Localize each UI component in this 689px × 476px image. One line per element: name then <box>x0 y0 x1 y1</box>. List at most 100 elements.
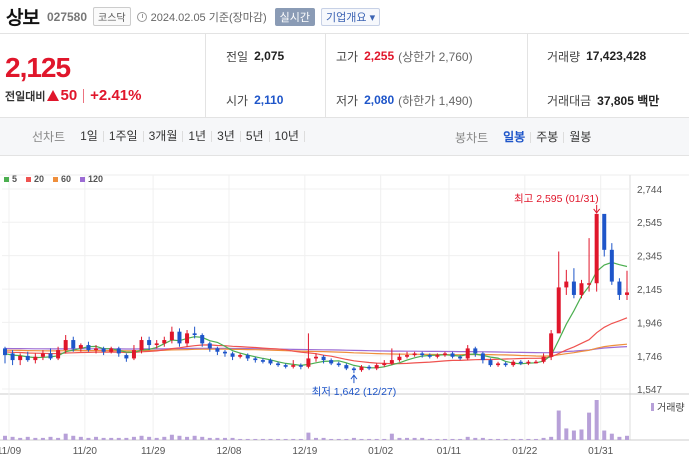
period-1w[interactable]: 1주일 <box>104 130 144 142</box>
volume-bar <box>185 436 190 440</box>
candle-body <box>511 361 516 366</box>
volume-bar <box>177 435 182 440</box>
candle-body <box>435 355 440 357</box>
current-price: 2,125 <box>5 52 71 83</box>
volume-bar <box>549 436 554 440</box>
volume-bar <box>602 430 607 440</box>
x-tick-label: 01/31 <box>588 446 613 457</box>
candle-body <box>427 355 432 357</box>
x-tick-label: 11/29 <box>141 446 166 457</box>
volume-bar <box>33 437 38 440</box>
volume-bar <box>571 430 576 440</box>
y-tick-label: 1,547 <box>637 385 662 396</box>
candle-body <box>412 353 417 356</box>
candle-monthly[interactable]: 월봉 <box>569 129 592 144</box>
volume-bar <box>207 437 212 440</box>
candle-weekly[interactable]: 주봉 <box>531 131 565 143</box>
volume-bar <box>329 438 334 440</box>
candle-body <box>480 353 485 361</box>
realtime-button[interactable]: 실시간 <box>274 7 316 26</box>
volume-bar <box>579 429 584 440</box>
candle-body <box>101 348 106 352</box>
company-overview-dropdown[interactable]: 기업개요 ▾ <box>321 7 381 26</box>
open-label: 시가 <box>226 93 249 108</box>
asof-date: 2024.02.05 기준(장마감) <box>150 11 267 24</box>
low-value: 2,080 <box>364 93 395 107</box>
candle-body <box>587 283 592 285</box>
volume-bar <box>465 436 470 440</box>
candle-body <box>458 356 463 359</box>
volume-value: 17,423,428 <box>586 49 647 63</box>
low-arrow-head <box>350 374 358 380</box>
candle-body <box>25 355 30 361</box>
candle-body <box>147 340 152 346</box>
candle-body <box>556 287 561 334</box>
high-cell: 고가 2,255 (상한가 2,760) <box>336 46 473 66</box>
period-10y[interactable]: 10년 <box>270 130 305 142</box>
price-summary: 2,125 전일대비 50 +2.41% 전일 2,075 고가 2,255 (… <box>0 34 689 118</box>
candle-body <box>367 366 372 369</box>
candle-body <box>374 365 379 369</box>
candle-body <box>336 363 341 366</box>
volume-bar <box>473 437 478 440</box>
volume-bar <box>526 438 531 440</box>
candle-body <box>389 360 394 364</box>
volume-bar <box>63 433 68 440</box>
volume-bar <box>291 438 296 440</box>
candle-body <box>192 333 197 336</box>
high-value: 2,255 <box>364 49 395 63</box>
volume-bar <box>314 437 318 440</box>
change-divider <box>83 88 85 103</box>
candle-body <box>329 360 334 364</box>
candle-body <box>602 213 607 250</box>
candle-body <box>450 353 455 357</box>
volume-legend-swatch <box>651 403 654 411</box>
high-arrow-head <box>593 208 601 214</box>
volume-bar <box>336 438 341 440</box>
volume-bar <box>389 433 394 440</box>
volume-bar <box>245 438 250 440</box>
volume-bar <box>625 435 629 440</box>
candle-body <box>594 213 599 284</box>
candle-body <box>169 331 174 341</box>
line-chart-label: 선차트 <box>32 130 66 144</box>
candle-body <box>283 365 288 367</box>
legend-ma20: 20 <box>26 174 44 184</box>
candle-body <box>625 292 629 295</box>
candle-daily[interactable]: 일봉 <box>498 131 532 143</box>
volume-bar <box>587 412 592 440</box>
volume-bar <box>594 400 599 440</box>
period-5y[interactable]: 5년 <box>241 130 270 142</box>
candle-body <box>549 333 554 357</box>
y-tick-label: 2,744 <box>637 185 662 196</box>
candle-body <box>78 345 83 349</box>
candle-body <box>40 353 45 357</box>
candle-body <box>314 356 318 359</box>
volume-bar <box>139 435 144 440</box>
volume-bar <box>458 438 463 440</box>
candle-body <box>496 363 501 366</box>
period-3m[interactable]: 3개월 <box>144 130 184 142</box>
period-1y[interactable]: 1년 <box>183 130 213 142</box>
candle-body <box>238 355 243 357</box>
volume-bar <box>238 438 243 440</box>
period-1d[interactable]: 1일 <box>75 130 104 142</box>
volume-bar <box>260 438 265 440</box>
lower-limit: (하한가 1,490) <box>398 93 473 108</box>
volume-bar <box>541 437 546 440</box>
candle-body <box>253 358 258 361</box>
period-3y[interactable]: 3년 <box>212 130 241 142</box>
candle-body <box>420 353 425 356</box>
volume-bar <box>503 438 508 440</box>
volume-bar <box>450 438 455 440</box>
volume-bar <box>511 438 516 440</box>
stock-chart[interactable]: 5 20 60 120 2,744 2,545 2,345 2,145 1,946 1,7… <box>0 156 689 476</box>
volume-bar <box>564 428 569 440</box>
chart-controls: 선차트 1일 1주일 3개월 1년 3년 5년 10년 봉차트 일봉 주봉 월봉 <box>0 118 689 156</box>
ma5-line <box>4 261 628 369</box>
low-annotation: 최저 1,642 (12/27) <box>312 386 397 398</box>
amount-label: 거래대금 <box>547 93 592 108</box>
volume-bar <box>154 437 159 440</box>
y-tick-label: 2,345 <box>637 252 662 263</box>
stock-name: 상보 <box>6 8 40 29</box>
